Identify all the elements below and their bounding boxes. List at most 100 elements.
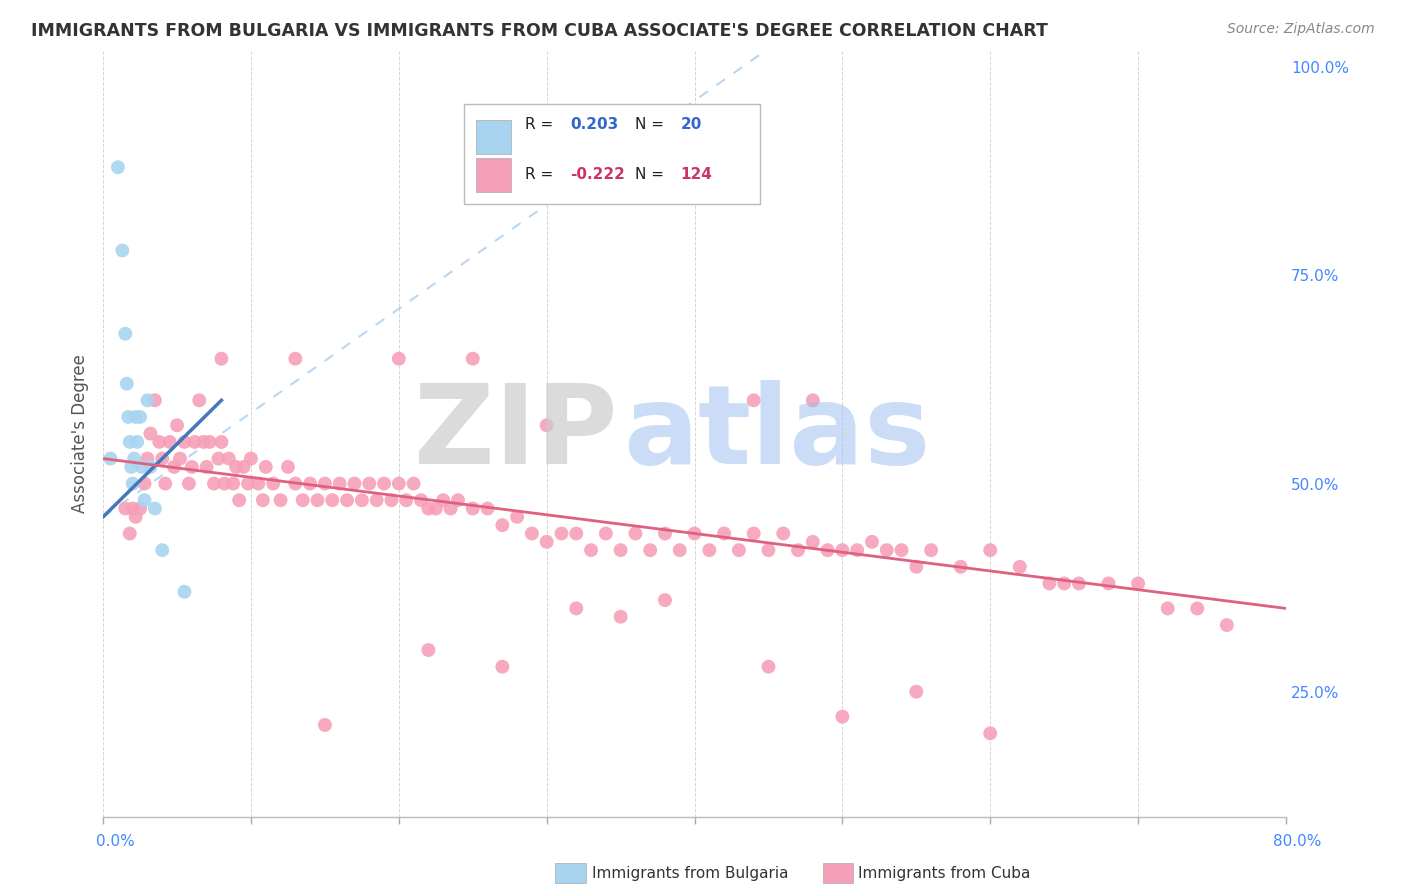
Point: [118, 434, 141, 449]
Point: [787, 543, 810, 558]
Point: [307, 493, 329, 508]
Bar: [475, 158, 512, 193]
Point: [699, 543, 721, 558]
Point: [236, 476, 259, 491]
Point: [284, 476, 307, 491]
Point: [150, 543, 173, 558]
Point: [536, 418, 558, 433]
Point: [134, 493, 156, 508]
Point: [139, 459, 162, 474]
Point: [536, 534, 558, 549]
Point: [131, 459, 153, 474]
Point: [329, 476, 352, 491]
Point: [173, 584, 195, 599]
Point: [728, 543, 751, 558]
Point: [742, 393, 765, 408]
Point: [402, 476, 425, 491]
Point: [107, 160, 129, 174]
Point: [247, 476, 270, 491]
Point: [668, 543, 690, 558]
Point: [214, 476, 236, 491]
Point: [350, 493, 373, 508]
Point: [314, 718, 336, 732]
Point: [122, 451, 145, 466]
Point: [742, 526, 765, 541]
Point: [121, 501, 143, 516]
Text: N =: N =: [636, 167, 665, 182]
Point: [876, 543, 898, 558]
Point: [846, 543, 869, 558]
Point: [388, 351, 411, 366]
Bar: [475, 120, 512, 154]
Point: [177, 476, 200, 491]
Point: [1097, 576, 1119, 591]
Text: ZIP: ZIP: [415, 380, 617, 487]
Point: [195, 459, 218, 474]
Point: [100, 451, 122, 466]
Point: [343, 476, 366, 491]
Point: [380, 493, 402, 508]
Y-axis label: Associate's Degree: Associate's Degree: [72, 354, 89, 513]
Point: [359, 476, 381, 491]
Point: [127, 434, 149, 449]
Point: [284, 351, 307, 366]
Point: [143, 393, 166, 408]
Point: [169, 451, 191, 466]
Text: Source: ZipAtlas.com: Source: ZipAtlas.com: [1227, 22, 1375, 37]
FancyBboxPatch shape: [464, 104, 759, 204]
Point: [579, 543, 602, 558]
Point: [801, 393, 824, 408]
Point: [163, 459, 186, 474]
Point: [139, 426, 162, 441]
Text: 0.0%: 0.0%: [96, 834, 135, 848]
Point: [209, 434, 232, 449]
Point: [262, 476, 284, 491]
Point: [180, 459, 202, 474]
Point: [683, 526, 706, 541]
Text: 20: 20: [681, 118, 702, 133]
Text: Immigrants from Cuba: Immigrants from Cuba: [858, 866, 1031, 880]
Point: [979, 726, 1001, 740]
Point: [609, 543, 631, 558]
Point: [1187, 601, 1209, 615]
Point: [388, 476, 411, 491]
Point: [1038, 576, 1060, 591]
Point: [758, 659, 780, 673]
Point: [1156, 601, 1178, 615]
Text: IMMIGRANTS FROM BULGARIA VS IMMIGRANTS FROM CUBA ASSOCIATE'S DEGREE CORRELATION : IMMIGRANTS FROM BULGARIA VS IMMIGRANTS F…: [31, 22, 1047, 40]
Point: [1053, 576, 1076, 591]
Point: [198, 434, 221, 449]
Point: [425, 501, 447, 516]
Point: [228, 493, 250, 508]
Point: [114, 501, 136, 516]
Point: [654, 526, 676, 541]
Point: [520, 526, 543, 541]
Text: -0.222: -0.222: [571, 167, 626, 182]
Point: [129, 501, 152, 516]
Point: [461, 501, 484, 516]
Point: [491, 518, 513, 533]
Point: [336, 493, 359, 508]
Point: [118, 526, 141, 541]
Point: [713, 526, 735, 541]
Point: [409, 493, 432, 508]
Point: [314, 476, 336, 491]
Point: [1067, 576, 1090, 591]
Point: [550, 526, 572, 541]
Point: [638, 543, 661, 558]
Point: [188, 393, 211, 408]
Text: atlas: atlas: [624, 380, 931, 487]
Point: [565, 526, 588, 541]
Point: [831, 543, 853, 558]
Point: [252, 493, 274, 508]
Point: [134, 476, 156, 491]
Point: [148, 434, 170, 449]
Point: [143, 501, 166, 516]
Point: [477, 501, 499, 516]
Point: [905, 559, 928, 574]
Point: [218, 451, 240, 466]
Point: [240, 451, 263, 466]
Point: [291, 493, 314, 508]
Point: [232, 459, 254, 474]
Point: [222, 476, 245, 491]
